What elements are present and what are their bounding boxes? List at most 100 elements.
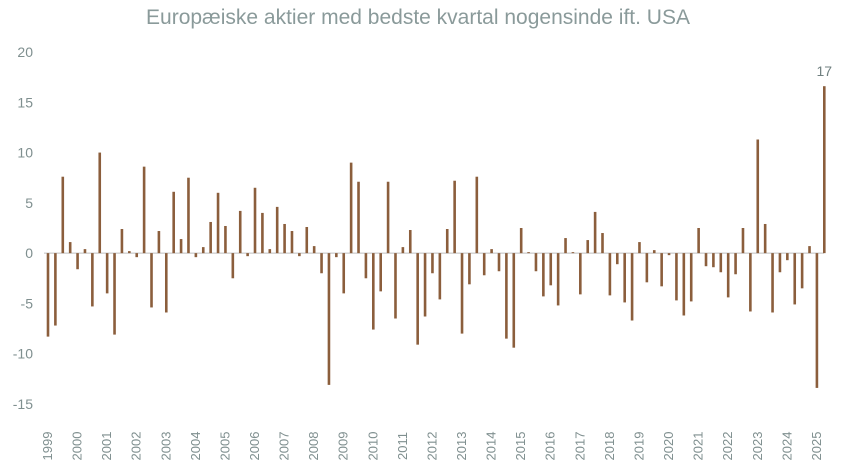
y-tick-label: 0: [25, 245, 33, 261]
bar: [142, 166, 146, 254]
x-tick-label: 2025: [809, 432, 824, 461]
x-tick-label: 2022: [720, 432, 735, 461]
bar: [431, 253, 434, 274]
bar: [630, 253, 634, 321]
bar: [527, 252, 530, 254]
bar: [98, 152, 102, 254]
x-tick-label: 2010: [365, 432, 380, 461]
y-tick-label: 20: [17, 44, 33, 60]
bar: [68, 242, 72, 254]
bar: [778, 253, 782, 273]
bar: [482, 253, 486, 276]
x-tick-label: 2001: [99, 432, 114, 461]
y-tick-label: -15: [13, 396, 33, 412]
bar: [719, 253, 723, 273]
bar: [372, 253, 375, 330]
bar: [593, 211, 597, 254]
bar: [224, 225, 227, 254]
x-tick-label: 2012: [425, 432, 440, 461]
bar: [763, 223, 767, 254]
x-tick-label: 2000: [70, 432, 85, 461]
bar: [623, 253, 626, 303]
chart-title: Europæiske aktier med bedste kvartal nog…: [146, 6, 690, 29]
bar: [704, 253, 708, 267]
bar: [652, 250, 656, 254]
bar: [349, 162, 353, 254]
bar: [497, 253, 501, 272]
x-tick-label: 2007: [277, 432, 292, 461]
bar: [253, 187, 257, 254]
bar: [120, 229, 124, 254]
bar: [238, 210, 242, 254]
bar: [416, 253, 419, 345]
bar: [312, 246, 316, 254]
bar: [771, 253, 774, 313]
x-tick-label: 2015: [513, 432, 528, 461]
bar: [519, 228, 523, 254]
data-label: 17: [817, 63, 833, 79]
bar: [512, 253, 516, 348]
bar: [601, 233, 604, 254]
bar: [423, 253, 427, 317]
x-tick-label: 2020: [661, 432, 676, 461]
bar: [91, 253, 94, 307]
bar: [615, 253, 619, 265]
bar: [268, 249, 272, 254]
bar: [468, 253, 471, 285]
y-tick-label: 15: [17, 94, 33, 110]
bar: [327, 253, 331, 385]
bar: [756, 139, 760, 254]
bar: [135, 253, 139, 258]
bar: [128, 251, 131, 254]
x-tick-label: 2008: [306, 432, 321, 461]
bar: [808, 246, 811, 254]
bar: [793, 253, 797, 305]
bar: [105, 253, 109, 294]
bar: [579, 253, 582, 295]
x-tick-label: 2009: [336, 432, 351, 461]
data-labels: 17: [817, 63, 833, 79]
x-axis: 1999 2000 2001 2002 2003 2004 2005 2006 2007 2008…: [40, 432, 824, 461]
bar: [290, 231, 294, 254]
x-tick-label: 2018: [602, 432, 617, 461]
bar: [157, 231, 161, 254]
bar: [556, 253, 560, 306]
y-tick-label: 10: [17, 145, 33, 161]
bar: [490, 249, 493, 254]
bar: [453, 180, 456, 254]
x-tick-label: 2016: [543, 432, 558, 461]
x-tick-label: 2006: [247, 432, 262, 461]
x-tick-label: 2004: [188, 432, 203, 461]
bar: [401, 247, 405, 254]
bar: [586, 240, 590, 254]
x-tick-label: 2024: [779, 432, 794, 461]
bar: [261, 212, 264, 254]
bar: [335, 253, 338, 258]
bar: [608, 253, 612, 296]
bar: [298, 253, 301, 257]
bar: [734, 253, 737, 275]
x-tick-label: 2005: [217, 432, 232, 461]
x-tick-label: 2002: [129, 432, 144, 461]
bar: [172, 191, 175, 254]
bar: [741, 228, 745, 254]
bar: [61, 176, 65, 254]
bar: [697, 228, 700, 254]
bar: [800, 253, 804, 289]
bar: [246, 253, 249, 257]
x-tick-label: 2019: [632, 432, 647, 461]
y-tick-label: 5: [25, 195, 33, 211]
bar: [305, 226, 309, 254]
bar: [445, 229, 449, 254]
bar: [76, 253, 79, 270]
bar: [534, 253, 538, 272]
bar: [179, 239, 183, 254]
x-tick-label: 2023: [750, 432, 765, 461]
bar: [438, 253, 442, 300]
bar: [564, 238, 567, 254]
bar: [216, 192, 220, 254]
bar: [150, 253, 153, 308]
bar: [660, 253, 663, 287]
y-tick-label: -10: [13, 346, 33, 362]
x-tick-label: 2014: [484, 432, 499, 461]
